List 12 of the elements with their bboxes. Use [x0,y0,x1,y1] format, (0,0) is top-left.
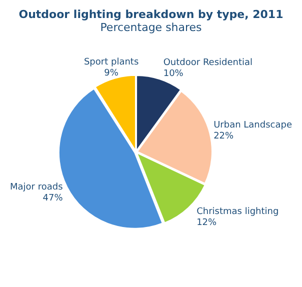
data-label: 12% [196,218,218,228]
data-label: 47% [42,194,64,204]
slice-label: Urban Landscape [214,120,292,130]
slice-label: Outdoor Residential [163,58,253,68]
slice-label: Sport plants [84,57,139,68]
data-label: 10% [163,69,184,80]
slice-label: Major roads [10,182,64,193]
chart-title: Outdoor lighting breakdown by type, 2011 [18,8,284,21]
data-label: 9% [104,68,119,78]
slice-label: Christmas lighting [196,206,279,217]
data-label: 22% [214,131,234,142]
chart-subtitle: Percentage shares [99,21,203,34]
